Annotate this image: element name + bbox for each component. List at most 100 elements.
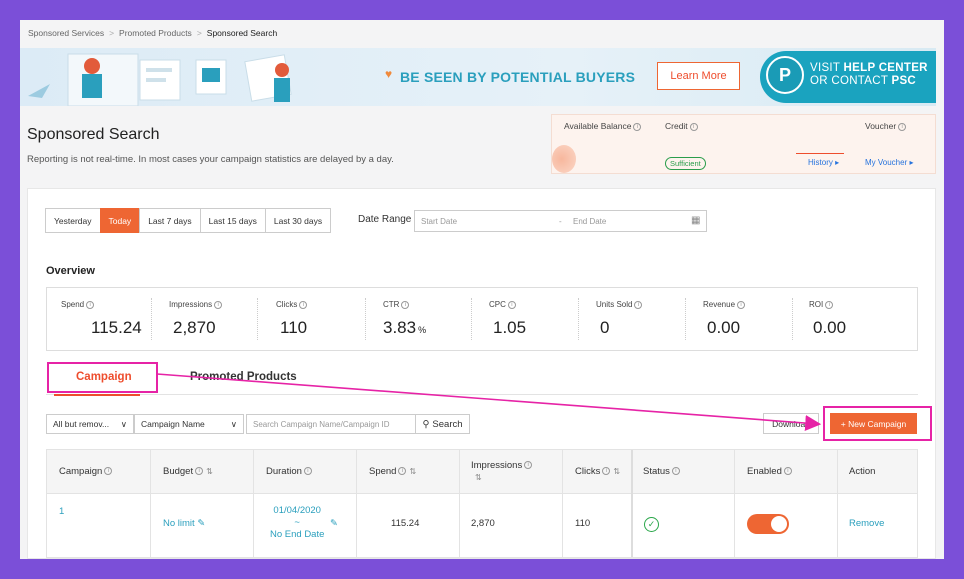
date-btn-last-7-days[interactable]: Last 7 days <box>139 208 201 233</box>
promo-banner[interactable]: ♥ BE SEEN BY POTENTIAL BUYERS Learn More… <box>20 48 936 106</box>
calendar-icon[interactable]: ▦ <box>691 215 701 226</box>
column-divider <box>150 450 151 557</box>
col-spend[interactable]: Spend i ⇅ <box>369 466 417 477</box>
info-icon[interactable]: i <box>634 300 643 309</box>
tab-campaign[interactable]: Campaign <box>76 371 132 383</box>
new-campaign-button[interactable]: + New Campaign <box>830 413 917 434</box>
my-voucher-link[interactable]: My Voucher ▸ <box>865 158 914 167</box>
sort-icon[interactable]: ⇅ <box>409 467 417 476</box>
metric-divider <box>365 298 366 340</box>
start-date-input[interactable]: Start Date <box>421 217 458 226</box>
history-link[interactable]: History ▸ <box>808 158 840 167</box>
spend-value: 115.24 <box>391 518 420 529</box>
info-icon[interactable]: i <box>401 300 410 309</box>
col-budget[interactable]: Budget i ⇅ <box>163 466 213 477</box>
metric-value: 0.00 <box>707 318 741 337</box>
info-icon[interactable]: i <box>633 122 642 131</box>
psc-line1-bold: HELP CENTER <box>843 62 928 74</box>
banner-headline: BE SEEN BY POTENTIAL BUYERS <box>400 69 636 85</box>
info-icon[interactable]: i <box>104 467 113 476</box>
help-center-text[interactable]: VISIT HELP CENTER OR CONTACT PSC <box>810 62 928 88</box>
duration-value[interactable]: 01/04/2020 ~ No End Date <box>270 505 324 541</box>
info-icon[interactable]: i <box>898 122 907 131</box>
highlight-campaign-tab <box>47 362 158 393</box>
download-button[interactable]: Download <box>763 413 819 434</box>
metric-value: 0.00 <box>813 318 847 337</box>
metric-divider <box>151 298 152 340</box>
edit-icon[interactable]: ✎ <box>330 518 338 529</box>
col-impressions[interactable]: Impressions i ⇅ <box>471 460 533 484</box>
tab-promoted-products[interactable]: Promoted Products <box>190 371 297 383</box>
info-icon[interactable]: i <box>671 467 680 476</box>
search-button-label: Search <box>432 418 463 430</box>
overview-metrics: Spend i 115.24 Impressions i 2,870 Clicks i… <box>46 287 918 351</box>
duration-separator: ~ <box>294 517 300 528</box>
info-icon[interactable]: i <box>689 122 698 131</box>
date-btn-today[interactable]: Today <box>99 208 141 233</box>
campaign-table: Campaign i Budget i ⇅ Duration i Spend i ⇅ Imp… <box>46 449 918 558</box>
col-action: Action <box>849 466 876 477</box>
info-icon[interactable]: i <box>783 467 792 476</box>
info-icon[interactable]: i <box>195 467 204 476</box>
psc-logo-icon: P <box>766 56 804 94</box>
sort-icon[interactable]: ⇅ <box>475 473 482 482</box>
date-btn-last-30-days[interactable]: Last 30 days <box>264 208 332 233</box>
voucher-label: Voucher i <box>865 121 907 131</box>
date-range-picker[interactable]: Start Date - End Date ▦ <box>414 210 707 232</box>
breadcrumb-sponsored-search: Sponsored Search <box>206 28 278 38</box>
date-btn-yesterday[interactable]: Yesterday <box>45 208 101 233</box>
campaign-filters: All but remov... ∨ Campaign Name ∨ Search … <box>46 414 470 434</box>
metric-value: 2,870 <box>173 318 216 337</box>
field-select[interactable]: Campaign Name ∨ <box>134 414 244 434</box>
date-btn-last-15-days[interactable]: Last 15 days <box>199 208 266 233</box>
column-divider <box>459 450 460 557</box>
info-icon[interactable]: i <box>602 467 611 476</box>
end-date-input[interactable]: End Date <box>573 217 607 226</box>
balance-panel: Available Balance i Credit i Voucher i Suff… <box>551 114 936 174</box>
search-input[interactable]: Search Campaign Name/Campaign ID <box>246 414 416 434</box>
main-card: Yesterday Today Last 7 days Last 15 days… <box>27 188 936 559</box>
info-icon[interactable]: i <box>507 300 516 309</box>
metric-divider <box>257 298 258 340</box>
breadcrumb-promoted-products[interactable]: Promoted Products <box>119 28 192 38</box>
table-header: Campaign i Budget i ⇅ Duration i Spend i ⇅ Imp… <box>47 450 917 494</box>
info-icon[interactable]: i <box>86 300 95 309</box>
info-icon[interactable]: i <box>398 467 407 476</box>
info-icon[interactable]: i <box>825 300 834 309</box>
info-icon[interactable]: i <box>524 461 533 470</box>
balance-decoration <box>552 145 576 173</box>
psc-line2-prefix: OR CONTACT <box>810 75 892 87</box>
breadcrumb-sponsored-services[interactable]: Sponsored Services <box>28 28 105 38</box>
edit-icon[interactable]: ✎ <box>197 518 206 529</box>
budget-value[interactable]: No limit ✎ <box>163 518 206 529</box>
sort-icon[interactable]: ⇅ <box>613 467 621 476</box>
column-divider <box>734 450 735 557</box>
campaign-name-link[interactable]: 1 <box>59 506 65 517</box>
learn-more-button[interactable]: Learn More <box>657 62 740 90</box>
credit-status-badge: Sufficient <box>665 157 706 170</box>
metric-label: Units Sold i <box>596 300 643 309</box>
available-balance-label: Available Balance i <box>564 121 642 131</box>
status-select[interactable]: All but remov... ∨ <box>46 414 134 434</box>
clicks-value: 110 <box>575 518 591 529</box>
metric-label: Clicks i <box>276 300 308 309</box>
col-clicks[interactable]: Clicks i ⇅ <box>575 466 621 477</box>
credit-label: Credit i <box>665 121 698 131</box>
enabled-toggle[interactable] <box>747 514 789 534</box>
sort-icon[interactable]: ⇅ <box>206 467 213 476</box>
col-status: Status i <box>643 466 680 477</box>
info-icon[interactable]: i <box>303 467 312 476</box>
page-subtitle: Reporting is not real-time. In most case… <box>27 154 394 165</box>
search-button[interactable]: ⚲ Search <box>416 414 470 434</box>
info-icon[interactable]: i <box>299 300 308 309</box>
overview-title: Overview <box>46 265 95 277</box>
heart-icon: ♥ <box>385 67 393 81</box>
metric-value: 115.24 <box>91 318 142 337</box>
app-frame: Sponsored Services > Promoted Products >… <box>20 20 944 559</box>
metric-divider <box>792 298 793 340</box>
info-icon[interactable]: i <box>737 300 746 309</box>
info-icon[interactable]: i <box>214 300 223 309</box>
metric-value: 110 <box>280 318 308 337</box>
breadcrumb-separator: > <box>196 28 202 38</box>
remove-link[interactable]: Remove <box>849 518 885 529</box>
